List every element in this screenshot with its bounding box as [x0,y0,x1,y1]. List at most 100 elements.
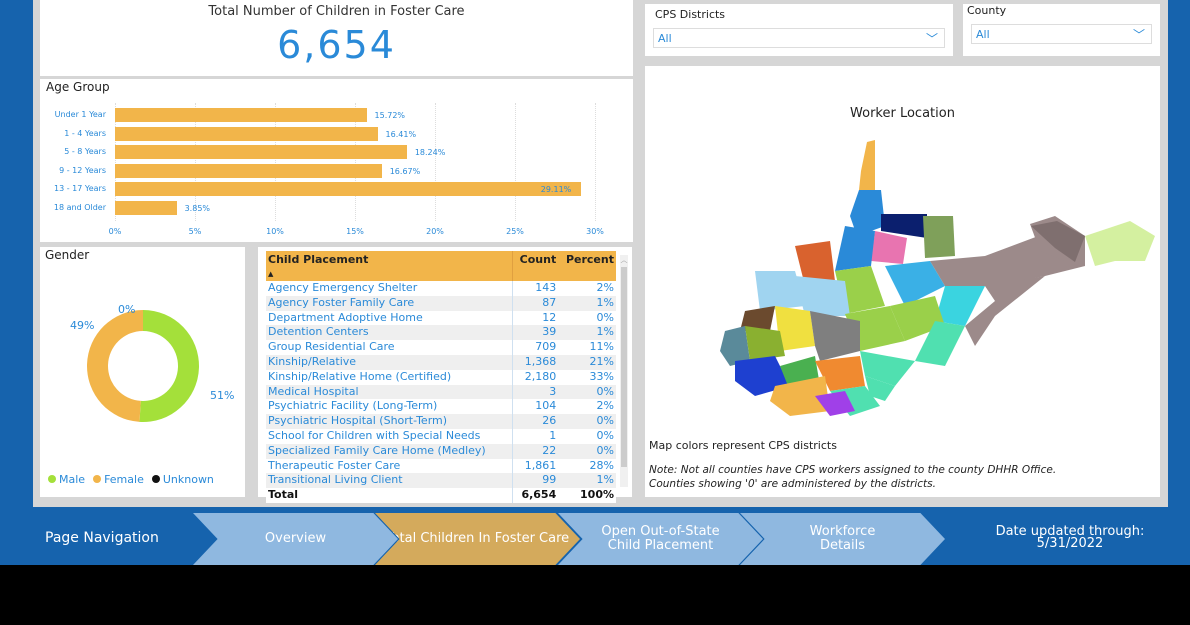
data-label: 3.85% [184,203,211,213]
legend-item[interactable]: Female [93,473,144,486]
placement-name: Agency Foster Family Care [266,295,513,311]
nav-workforce[interactable]: Workforce Details [740,513,945,565]
table-row[interactable]: Specialized Family Care Home (Medley) 22 0… [266,443,616,459]
gridline [355,103,356,221]
table-row[interactable]: School for Children with Special Needs 1 0… [266,428,616,444]
placement-name: Psychiatric Hospital (Short-Term) [266,414,513,429]
donut-label: 49% [70,319,94,332]
column-header-count[interactable]: Count [512,251,559,281]
x-tick-label: 15% [346,227,364,236]
table-row[interactable]: Transitional Living Client 99 1% [266,473,616,489]
placement-name: Medical Hospital [266,384,513,400]
placement-percent: 0% [596,428,614,442]
x-tick-label: 0% [108,227,122,236]
donut-slice-female[interactable] [86,310,143,422]
table-row[interactable]: Therapeutic Foster Care 1,861 28% [266,458,616,474]
nav-overview[interactable]: Overview [193,513,398,565]
chevron-down-icon: ﹀ [925,32,938,46]
x-tick-label: 5% [188,227,202,236]
dashboard: Total Number of Children in Foster Care … [0,0,1190,565]
gender-chart: Gender 51% 49% 0% Male Female Unknown [40,247,245,497]
data-label: 16.67% [389,166,421,176]
county-filter: County All ﹀ [963,4,1160,56]
placement-percent: 21% [558,354,616,370]
donut-slice-male[interactable] [139,310,199,422]
data-label: 16.41% [385,129,417,139]
placement-count: 1,368 [512,354,559,370]
wv-county-map[interactable] [645,66,1160,497]
column-header-percent[interactable]: Percent [558,251,616,281]
placement-name: Psychiatric Facility (Long-Term) [268,399,438,413]
worker-location-map: Worker Location Map colo [645,66,1160,497]
chevron-down-icon: ﹀ [1132,28,1145,42]
table-row[interactable]: Agency Foster Family Care 87 1% [266,295,616,311]
nav-out-of-state[interactable]: Open Out-of-State Child Placement [558,513,763,565]
age-bar[interactable] [115,182,581,196]
gender-legend: Male Female Unknown [48,473,214,486]
placement-name: Therapeutic Foster Care [268,458,401,472]
table-row[interactable]: Psychiatric Hospital (Short-Term) 26 0% [266,414,616,429]
placement-name: Kinship/Relative [266,354,513,370]
column-header-placement[interactable]: Child Placement ▲ [266,251,513,281]
page-navigation-bar: Page Navigation Overview Total Children … [0,507,1190,565]
county-label: County [967,4,1007,17]
age-group-title: Age Group [46,80,110,94]
map-region [795,241,835,286]
placement-name: Transitional Living Client [266,473,513,489]
placement-name: School for Children with Special Needs [268,428,481,442]
placement-name: Group Residential Care [268,340,395,354]
placement-count: 26 [512,414,559,429]
map-region [815,356,865,391]
placement-count: 709 [512,340,559,355]
map-region [740,306,775,331]
data-label: 29.11% [540,185,572,194]
donut-label: 0% [118,303,135,316]
gridline [275,103,276,221]
table-row[interactable]: Group Residential Care 709 11% [266,340,616,355]
county-dropdown[interactable]: All ﹀ [971,24,1152,44]
total-title: Total Number of Children in Foster Care [208,4,465,19]
table-scrollbar[interactable]: ︿ [620,255,628,487]
scroll-up-icon[interactable]: ︿ [620,256,628,264]
table-row[interactable]: Agency Emergency Shelter 143 2% [266,281,616,296]
age-bar[interactable] [115,200,177,215]
x-tick-label: 30% [586,227,604,236]
cps-districts-dropdown[interactable]: All ﹀ [653,28,945,48]
table-row[interactable]: Detention Centers 39 1% [266,325,616,341]
age-bar[interactable] [115,145,407,159]
data-label: 15.72% [374,111,406,120]
age-bar[interactable] [115,108,367,122]
legend-item[interactable]: Unknown [151,473,214,486]
nav-total-children[interactable]: Total Children In Foster Care [375,513,580,565]
map-region [770,376,830,416]
sort-ascending-icon: ▲ [268,270,274,278]
placement-percent: 1% [558,473,616,489]
map-region [795,276,850,316]
age-bar[interactable] [115,126,378,141]
cps-districts-filter: CPS Districts All ﹀ [645,4,953,56]
table-row[interactable]: Medical Hospital 3 0% [266,384,616,400]
map-region [745,326,785,361]
map-region [835,226,875,271]
placement-name: Specialized Family Care Home (Medley) [266,443,513,459]
table-row[interactable]: Kinship/Relative 1,368 21% [266,354,616,370]
age-bar[interactable] [115,163,382,178]
map-region [1031,221,1085,262]
category-label: 1 - 4 Years [64,128,106,138]
placement-count: 3 [512,384,559,400]
gridline [115,103,116,221]
x-tick-label: 25% [506,227,524,236]
table-row[interactable]: Department Adoptive Home 12 0% [266,310,616,326]
gridline [195,103,196,221]
map-region [815,391,855,416]
table-row[interactable]: Psychiatric Facility (Long-Term) 104 2% [266,399,616,415]
report-canvas: Total Number of Children in Foster Care … [33,0,1168,507]
placement-count: 22 [512,443,559,459]
table-row[interactable]: Kinship/Relative Home (Certified) 2,180 33… [266,369,616,385]
map-region [810,311,860,361]
legend-item[interactable]: Male [48,473,85,486]
legend-dot-icon [93,475,102,483]
placement-percent: 0% [596,310,614,324]
map-note-2: Counties showing '0' are administered by… [649,478,936,490]
category-label: 9 - 12 Years [59,165,106,175]
